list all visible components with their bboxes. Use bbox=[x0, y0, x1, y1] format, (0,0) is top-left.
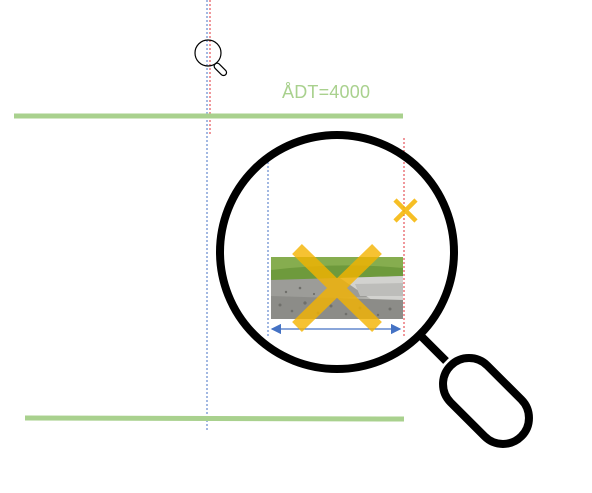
traffic-volume-label: ÅDT=4000 bbox=[282, 82, 371, 102]
close-icon bbox=[292, 243, 382, 333]
magnifier-icon bbox=[194, 39, 228, 77]
close-icon bbox=[393, 198, 418, 223]
curb-photo bbox=[271, 257, 403, 319]
road-edge-bottom bbox=[24, 415, 405, 422]
magnifier-icon bbox=[216, 131, 533, 448]
